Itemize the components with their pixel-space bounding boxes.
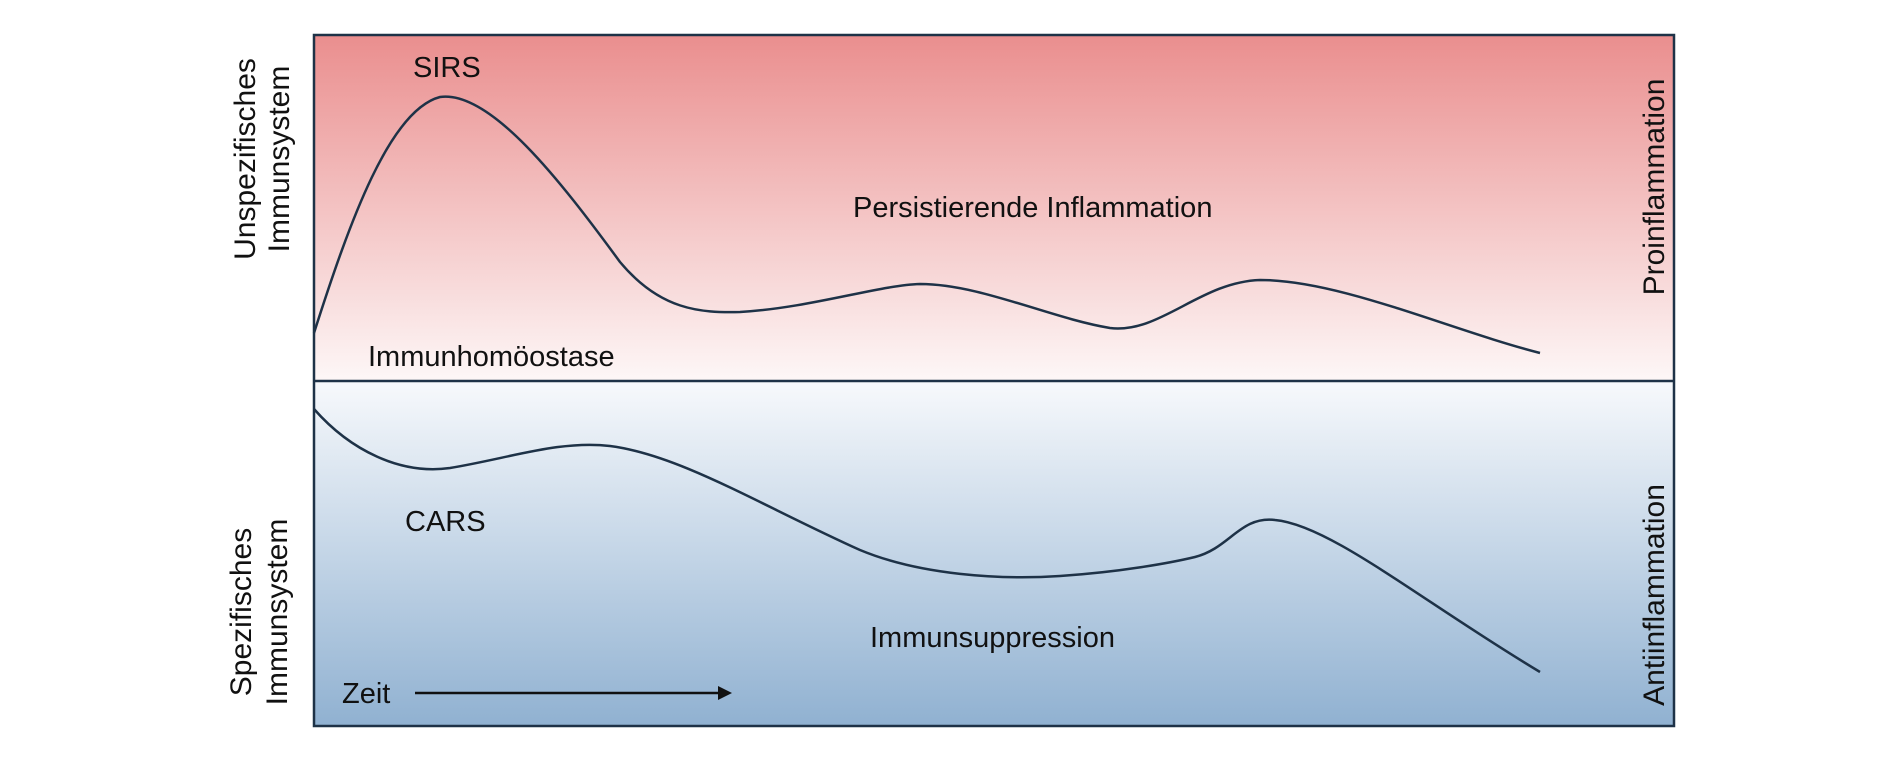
right-bottom-label: Antiinflammation: [1638, 484, 1671, 706]
cars-label: CARS: [405, 506, 486, 538]
left-top-label-line2: Immunsystem: [263, 66, 296, 253]
time-arrow-head: [718, 686, 732, 700]
persistent-inflammation-label: Persistierende Inflammation: [853, 192, 1212, 224]
immune-homeostasis-label: Immunhomöostase: [368, 341, 615, 373]
antiinflammation-curve: [313, 408, 1541, 674]
sirs-label: SIRS: [413, 52, 481, 84]
time-label: Zeit: [342, 678, 390, 710]
immunosuppression-label: Immunsuppression: [870, 622, 1115, 654]
left-top-label-line1: Unspezifisches: [229, 58, 262, 260]
right-top-label: Proinflammation: [1638, 79, 1671, 296]
proinflammation-curve: [312, 95, 1541, 355]
left-bottom-label-line1: Spezifisches: [225, 528, 258, 696]
antiinflammation-panel: [314, 381, 1674, 726]
left-bottom-label-line2: Immunsystem: [261, 519, 294, 706]
